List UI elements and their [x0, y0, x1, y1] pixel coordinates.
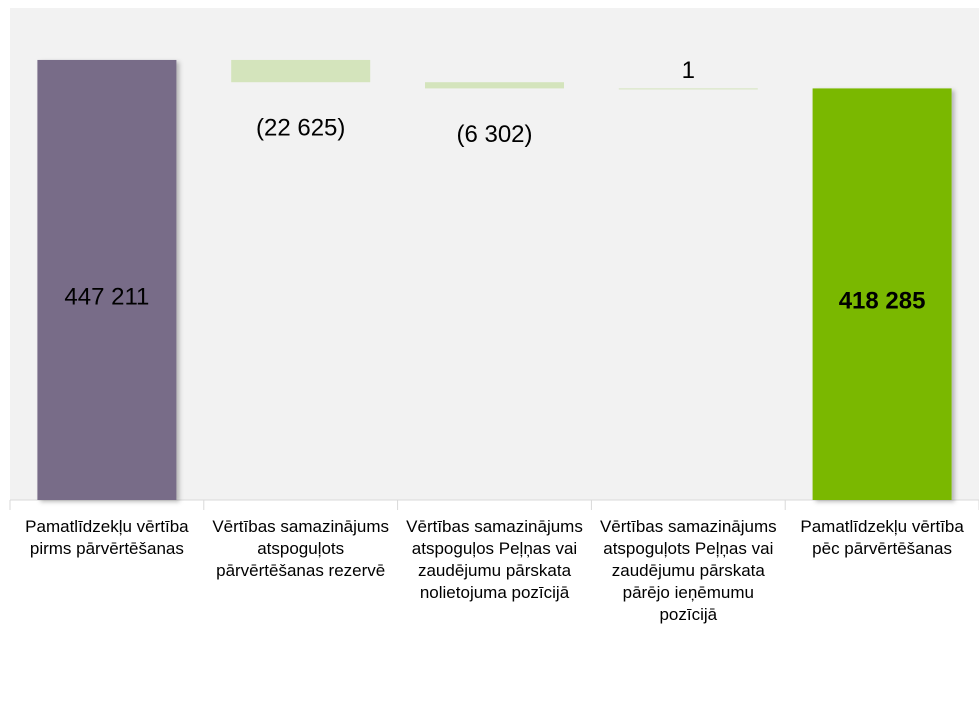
x-tick-label: Pamatlīdzekļu vērtība pēc pārvērtēšanas: [800, 517, 964, 558]
value-label: 1: [682, 57, 695, 84]
value-label: (6 302): [456, 121, 532, 148]
value-label: 447 211: [64, 283, 149, 310]
value-label: (22 625): [256, 115, 345, 142]
bar: [425, 82, 564, 89]
bar: [618, 88, 758, 90]
bar: [812, 88, 952, 500]
x-tick-label: Vērtības samazinājums atspoguļots pārvēr…: [212, 517, 390, 580]
x-tick-label: Vērtības samazinājums atspoguļots Peļņas…: [599, 517, 777, 624]
bar: [37, 59, 177, 501]
x-tick-label: Vērtības samazinājums atspoguļos Peļņas …: [406, 517, 583, 602]
value-label: 418 285: [839, 288, 926, 315]
x-tick-label: Pamatlīdzekļu vērtība pirms pārvērtēšana…: [25, 517, 189, 558]
bar: [231, 59, 371, 83]
